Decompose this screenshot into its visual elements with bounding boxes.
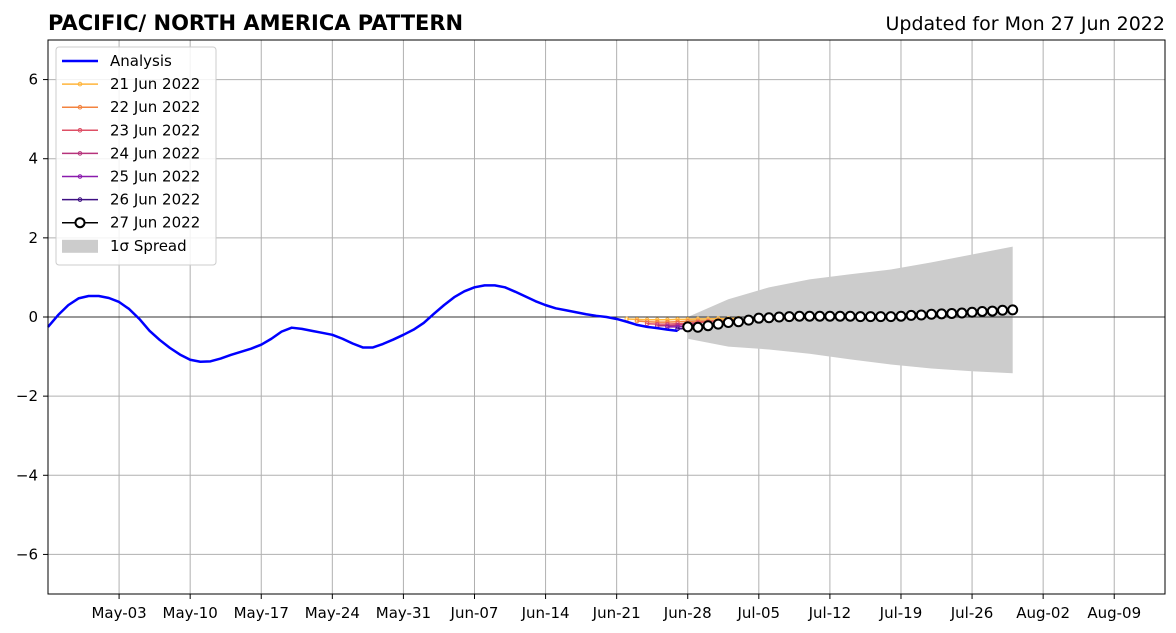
x-tick-label: Jul-12 bbox=[808, 604, 852, 622]
legend-label: 24 Jun 2022 bbox=[110, 144, 200, 162]
forecast-point bbox=[915, 309, 927, 321]
x-tick-label: May-24 bbox=[305, 604, 360, 622]
forecast-point bbox=[875, 311, 887, 323]
legend-label: 21 Jun 2022 bbox=[110, 75, 200, 93]
x-tick-label: Jun-07 bbox=[450, 604, 499, 622]
x-tick-label: Jun-28 bbox=[663, 604, 712, 622]
y-tick-label: −2 bbox=[16, 387, 38, 405]
legend: Analysis 21 Jun 2022 22 Jun 2022 23 Jun 202… bbox=[55, 46, 217, 266]
forecast-point bbox=[644, 319, 650, 325]
legend-item: 1σ Spread bbox=[62, 237, 187, 255]
forecast-point bbox=[824, 310, 836, 322]
legend-marker bbox=[77, 104, 83, 110]
forecast-point bbox=[885, 311, 897, 323]
forecast-point bbox=[702, 320, 714, 332]
forecast-point bbox=[834, 310, 846, 322]
forecast-point bbox=[946, 307, 958, 319]
legend-marker bbox=[77, 151, 83, 156]
forecast-point bbox=[773, 311, 785, 323]
x-tick-label: May-17 bbox=[234, 604, 289, 622]
forecast-point bbox=[905, 309, 917, 321]
y-tick-label: 4 bbox=[28, 150, 38, 168]
analysis-line bbox=[47, 284, 678, 363]
forecast-point bbox=[1007, 304, 1019, 316]
forecast-point bbox=[712, 318, 724, 330]
forecast-point bbox=[682, 321, 694, 333]
chart-subtitle: Updated for Mon 27 Jun 2022 bbox=[886, 13, 1165, 35]
forecast-point bbox=[976, 305, 988, 317]
spread-area bbox=[687, 246, 1013, 374]
forecast-point bbox=[733, 316, 745, 328]
forecast-point bbox=[956, 307, 968, 319]
forecast-point bbox=[844, 310, 856, 322]
x-tick-label: Aug-02 bbox=[1016, 604, 1070, 622]
legend-swatch bbox=[62, 239, 98, 253]
legend-item: 23 Jun 2022 bbox=[62, 121, 200, 139]
forecast-point bbox=[783, 311, 795, 323]
x-tick-label: Jul-05 bbox=[737, 604, 781, 622]
analysis-series bbox=[47, 284, 678, 363]
y-tick-label: 6 bbox=[28, 71, 38, 89]
legend-box bbox=[55, 46, 217, 266]
x-tick-label: May-31 bbox=[376, 604, 431, 622]
y-tick-label: 0 bbox=[28, 308, 38, 326]
forecast-series bbox=[624, 304, 1019, 333]
legend-label: 23 Jun 2022 bbox=[110, 121, 200, 139]
x-tick-label: May-03 bbox=[91, 604, 146, 622]
legend-marker bbox=[77, 81, 83, 87]
x-tick-label: Jun-14 bbox=[521, 604, 570, 622]
forecast-point bbox=[966, 306, 978, 318]
forecast-point bbox=[865, 311, 877, 323]
legend-label: 22 Jun 2022 bbox=[110, 98, 200, 116]
forecast-point bbox=[692, 321, 704, 333]
legend-marker bbox=[77, 174, 83, 179]
x-tick-label: Aug-09 bbox=[1087, 604, 1141, 622]
forecast-point bbox=[804, 310, 816, 322]
forecast-point bbox=[986, 305, 998, 317]
legend-label: 27 Jun 2022 bbox=[110, 214, 200, 232]
legend-item: 25 Jun 2022 bbox=[62, 168, 200, 186]
forecast-point bbox=[793, 310, 805, 322]
chart-title: PACIFIC/ NORTH AMERICA PATTERN bbox=[48, 11, 463, 35]
x-tick-label: Jun-21 bbox=[592, 604, 641, 622]
spread-band bbox=[687, 246, 1013, 374]
forecast-point bbox=[997, 304, 1009, 316]
legend-item: 21 Jun 2022 bbox=[62, 75, 200, 93]
legend-label: Analysis bbox=[110, 52, 172, 70]
forecast-point bbox=[722, 317, 734, 329]
forecast-point bbox=[634, 318, 640, 324]
axis-ticks: May-03 May-10 May-17 May-24 May-31 Jun-07 Jun-… bbox=[16, 71, 1141, 622]
legend-item: 24 Jun 2022 bbox=[62, 144, 200, 162]
x-tick-label: Jul-26 bbox=[950, 604, 994, 622]
forecast-point bbox=[644, 321, 650, 327]
forecast-point bbox=[743, 314, 755, 326]
legend-marker bbox=[74, 217, 86, 229]
legend-label: 25 Jun 2022 bbox=[110, 168, 200, 186]
legend-item: 27 Jun 2022 bbox=[62, 214, 200, 232]
legend-label: 26 Jun 2022 bbox=[110, 191, 200, 209]
forecast-point bbox=[854, 311, 866, 323]
forecast-point bbox=[763, 312, 775, 324]
forecast-point bbox=[753, 312, 765, 324]
legend-label: 1σ Spread bbox=[110, 237, 187, 255]
legend-marker bbox=[77, 128, 83, 133]
y-tick-label: −4 bbox=[16, 466, 38, 484]
legend-item: 22 Jun 2022 bbox=[62, 98, 200, 116]
legend-item: 26 Jun 2022 bbox=[62, 191, 200, 209]
forecast-point bbox=[936, 308, 948, 320]
forecast-point bbox=[814, 310, 826, 322]
forecast-point bbox=[895, 310, 907, 322]
legend-item: Analysis bbox=[62, 52, 172, 70]
forecast-27-jun-2022 bbox=[682, 304, 1019, 333]
legend-marker bbox=[77, 197, 83, 202]
x-tick-label: May-10 bbox=[163, 604, 218, 622]
y-tick-label: 2 bbox=[28, 229, 38, 247]
forecast-point bbox=[925, 308, 937, 320]
y-tick-label: −6 bbox=[16, 545, 38, 563]
x-tick-label: Jul-19 bbox=[879, 604, 923, 622]
